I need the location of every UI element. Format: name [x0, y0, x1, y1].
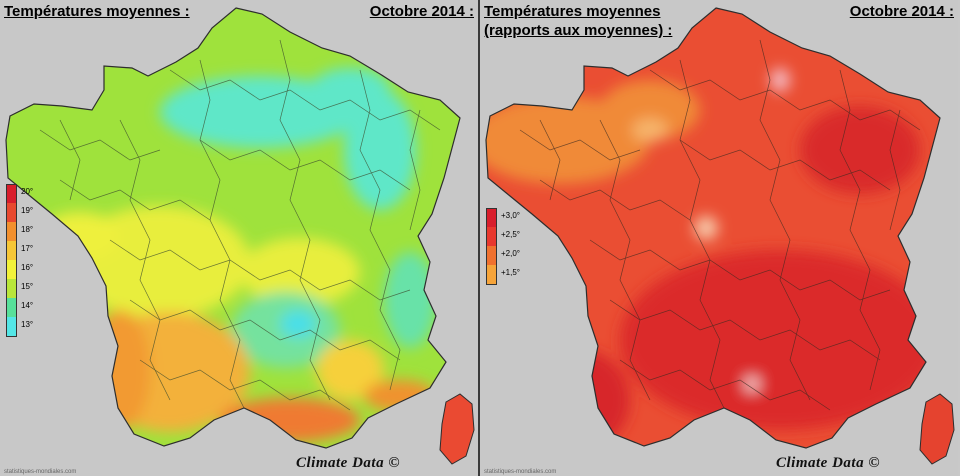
left-legend-swatch: [6, 184, 17, 204]
left-legend-label: 18°: [21, 225, 34, 234]
left-source: statistiques-mondiales.com: [4, 469, 77, 475]
right-title: Températures moyennes (rapports aux moye…: [484, 2, 672, 40]
france-anomaly-map: [485, 7, 955, 465]
corsica-right: [919, 393, 955, 465]
right-legend-label: +3,0°: [501, 211, 520, 220]
right-legend-label: +1,5°: [501, 268, 520, 277]
left-credit: Climate Data ©: [296, 455, 401, 471]
right-legend-label: +2,0°: [501, 249, 520, 258]
left-legend-swatch: [6, 260, 17, 279]
left-legend-swatch: [6, 279, 17, 298]
left-legend-label: 17°: [21, 244, 34, 253]
left-legend-label: 13°: [21, 320, 34, 329]
corsica-left: [439, 393, 475, 465]
right-map-panel: Températures moyennes (rapports aux moye…: [480, 0, 958, 476]
right-legend-label: +2,5°: [501, 230, 520, 239]
left-legend-swatch: [6, 298, 17, 317]
left-legend-label: 19°: [21, 206, 34, 215]
left-legend-label: 15°: [21, 282, 34, 291]
right-title-line1: Températures moyennes: [484, 3, 661, 20]
right-source: statistiques-mondiales.com: [484, 469, 557, 475]
left-legend-swatch: [6, 222, 17, 241]
left-map-panel: Températures moyennes : Octobre 2014 : 2…: [0, 0, 478, 476]
left-legend-swatch: [6, 317, 17, 337]
right-title-line2: (rapports aux moyennes) :: [484, 22, 673, 39]
right-legend-swatch: [486, 246, 497, 265]
right-legend-swatch: [486, 265, 497, 285]
left-date: Octobre 2014 :: [369, 3, 474, 20]
france-temperature-map: [5, 7, 475, 465]
left-legend-swatch: [6, 241, 17, 260]
panel-divider: [478, 0, 480, 476]
left-legend-swatch: [6, 203, 17, 222]
right-legend-swatch: [486, 208, 497, 228]
right-legend-swatch: [486, 227, 497, 246]
right-credit: Climate Data ©: [776, 455, 881, 471]
left-title: Températures moyennes :: [4, 3, 190, 20]
left-legend-label: 14°: [21, 301, 34, 310]
right-date: Octobre 2014 :: [849, 3, 954, 20]
left-legend-label: 16°: [21, 263, 34, 272]
left-legend-label: 20°: [21, 187, 34, 196]
